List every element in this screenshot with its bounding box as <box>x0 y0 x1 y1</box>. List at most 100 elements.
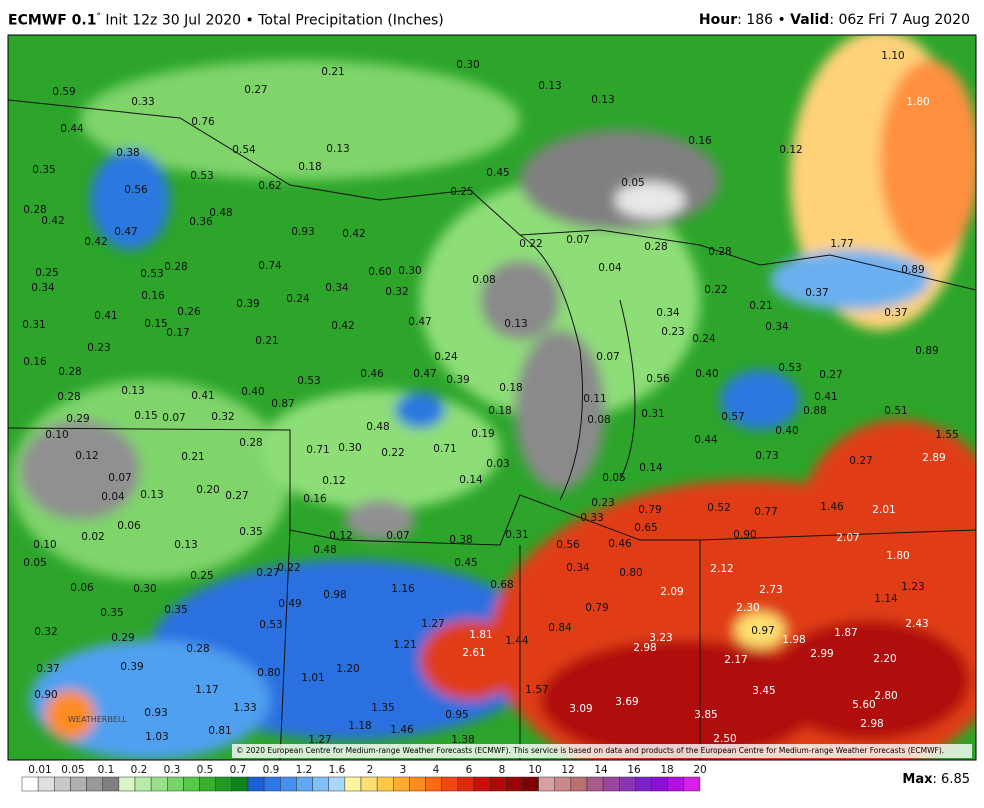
precip-label: 0.89 <box>915 345 938 357</box>
colorbar-swatch <box>54 776 71 792</box>
precip-label: 1.16 <box>391 583 415 595</box>
valid-key: Valid <box>790 12 830 28</box>
precip-label: 0.07 <box>566 234 589 246</box>
colorbar-swatch <box>473 776 491 792</box>
precip-label: 0.48 <box>209 207 232 219</box>
colorbar-label: 4 <box>433 764 440 776</box>
map-frame <box>7 34 977 761</box>
precip-label: 0.21 <box>255 335 278 347</box>
copyright-bg <box>232 744 972 758</box>
colorbar-swatch <box>570 776 588 792</box>
colorbar-swatch <box>150 776 168 792</box>
precip-label: 0.07 <box>386 530 409 542</box>
precip-label: 0.25 <box>450 186 473 198</box>
precip-label: 0.48 <box>313 544 336 556</box>
colorbar-swatch <box>586 776 604 792</box>
precip-label: 0.34 <box>31 282 55 294</box>
precip-label: 0.56 <box>646 373 670 385</box>
precip-label: 0.28 <box>58 366 81 378</box>
precip-label: 0.71 <box>306 444 329 456</box>
precip-label: 0.27 <box>244 84 267 96</box>
colorbar-swatch <box>263 776 281 792</box>
colorbar-label: 16 <box>627 764 641 776</box>
precip-label: 0.31 <box>505 529 528 541</box>
precip-label: 0.98 <box>323 589 346 601</box>
colorbar-label: 1.2 <box>296 764 313 776</box>
precip-label: 0.93 <box>144 707 167 719</box>
precip-label: 0.93 <box>291 226 314 238</box>
precip-label: 0.37 <box>805 287 828 299</box>
precip-label: 0.60 <box>368 266 391 278</box>
precip-label: 2.50 <box>713 733 736 745</box>
precip-label: 0.77 <box>754 506 777 518</box>
precip-label: 2.98 <box>860 718 883 730</box>
colorbar-swatch <box>102 776 120 792</box>
precip-label: 2.09 <box>660 586 683 598</box>
precip-label: 0.12 <box>329 530 352 542</box>
precip-label: 0.30 <box>133 583 156 595</box>
precip-label: 0.90 <box>34 689 57 701</box>
precip-label: 5.60 <box>852 699 875 711</box>
precip-label: 0.21 <box>181 451 204 463</box>
colorbar-label: 0.9 <box>263 764 280 776</box>
precip-label: 0.34 <box>325 282 349 294</box>
precip-label: 0.33 <box>580 512 603 524</box>
colorbar-label: 12 <box>561 764 574 776</box>
colorbar-swatch <box>425 776 442 792</box>
precip-label: 0.37 <box>884 307 907 319</box>
precip-label: 0.06 <box>70 582 94 594</box>
precip-label: 0.12 <box>779 144 802 156</box>
colorbar-swatch <box>393 776 410 792</box>
degree: ° <box>96 12 101 22</box>
precip-label: 1.44 <box>505 635 529 647</box>
watermark: WEATHERBELL <box>68 715 127 724</box>
precip-label: 0.71 <box>433 443 456 455</box>
precip-label: 0.08 <box>472 274 495 286</box>
colorbar-label: 0.7 <box>230 764 247 776</box>
colorbar-swatch <box>70 776 87 792</box>
precip-label: 0.05 <box>602 472 625 484</box>
max-val: : 6.85 <box>932 772 970 787</box>
precip-label: 2.01 <box>872 504 895 516</box>
precip-label: 1.57 <box>525 684 548 696</box>
precip-label: 0.18 <box>499 382 522 394</box>
precip-label: 0.07 <box>596 351 619 363</box>
precip-label: 1.77 <box>830 238 853 250</box>
precip-label: 0.44 <box>694 434 718 446</box>
precip-label: 1.03 <box>145 731 168 743</box>
colorbar-swatch <box>457 776 475 792</box>
precip-label: 0.13 <box>504 318 527 330</box>
precip-label: 1.20 <box>336 663 359 675</box>
precip-label: 0.05 <box>621 177 644 189</box>
precip-label: 1.27 <box>421 618 444 630</box>
precip-label: 3.69 <box>615 696 638 708</box>
precip-label: 0.28 <box>708 246 731 258</box>
precip-label: 2.80 <box>874 690 897 702</box>
precip-label: 0.31 <box>22 319 45 331</box>
precip-label: 0.10 <box>33 539 56 551</box>
colorbar-swatch <box>619 776 636 792</box>
precip-label: 1.98 <box>782 634 805 646</box>
precip-label: 0.18 <box>488 405 511 417</box>
precip-label: 0.04 <box>101 491 125 503</box>
precip-label: 0.97 <box>751 625 774 637</box>
colorbar-label: 2 <box>367 764 374 776</box>
precip-label: 0.22 <box>381 447 404 459</box>
precip-label: 0.42 <box>84 236 107 248</box>
precip-label: 0.27 <box>225 490 248 502</box>
colorbar-label: 18 <box>660 764 673 776</box>
valid-val: : 06z Fri 7 Aug 2020 <box>829 12 970 28</box>
precip-label: 1.55 <box>935 429 958 441</box>
precip-label: 0.45 <box>486 167 509 179</box>
precip-label: 0.29 <box>66 413 89 425</box>
precip-label: 0.73 <box>755 450 778 462</box>
colorbar-swatch <box>554 776 572 792</box>
colorbar-label: 0.3 <box>164 764 181 776</box>
precip-label: 0.42 <box>342 228 365 240</box>
precip-label: 0.57 <box>721 411 744 423</box>
header-left: ECMWF 0.1° Init 12z 30 Jul 2020 • Total … <box>8 12 444 29</box>
precip-label: 0.42 <box>41 215 64 227</box>
precip-label: 0.44 <box>60 123 84 135</box>
precip-label: 0.24 <box>286 293 310 305</box>
